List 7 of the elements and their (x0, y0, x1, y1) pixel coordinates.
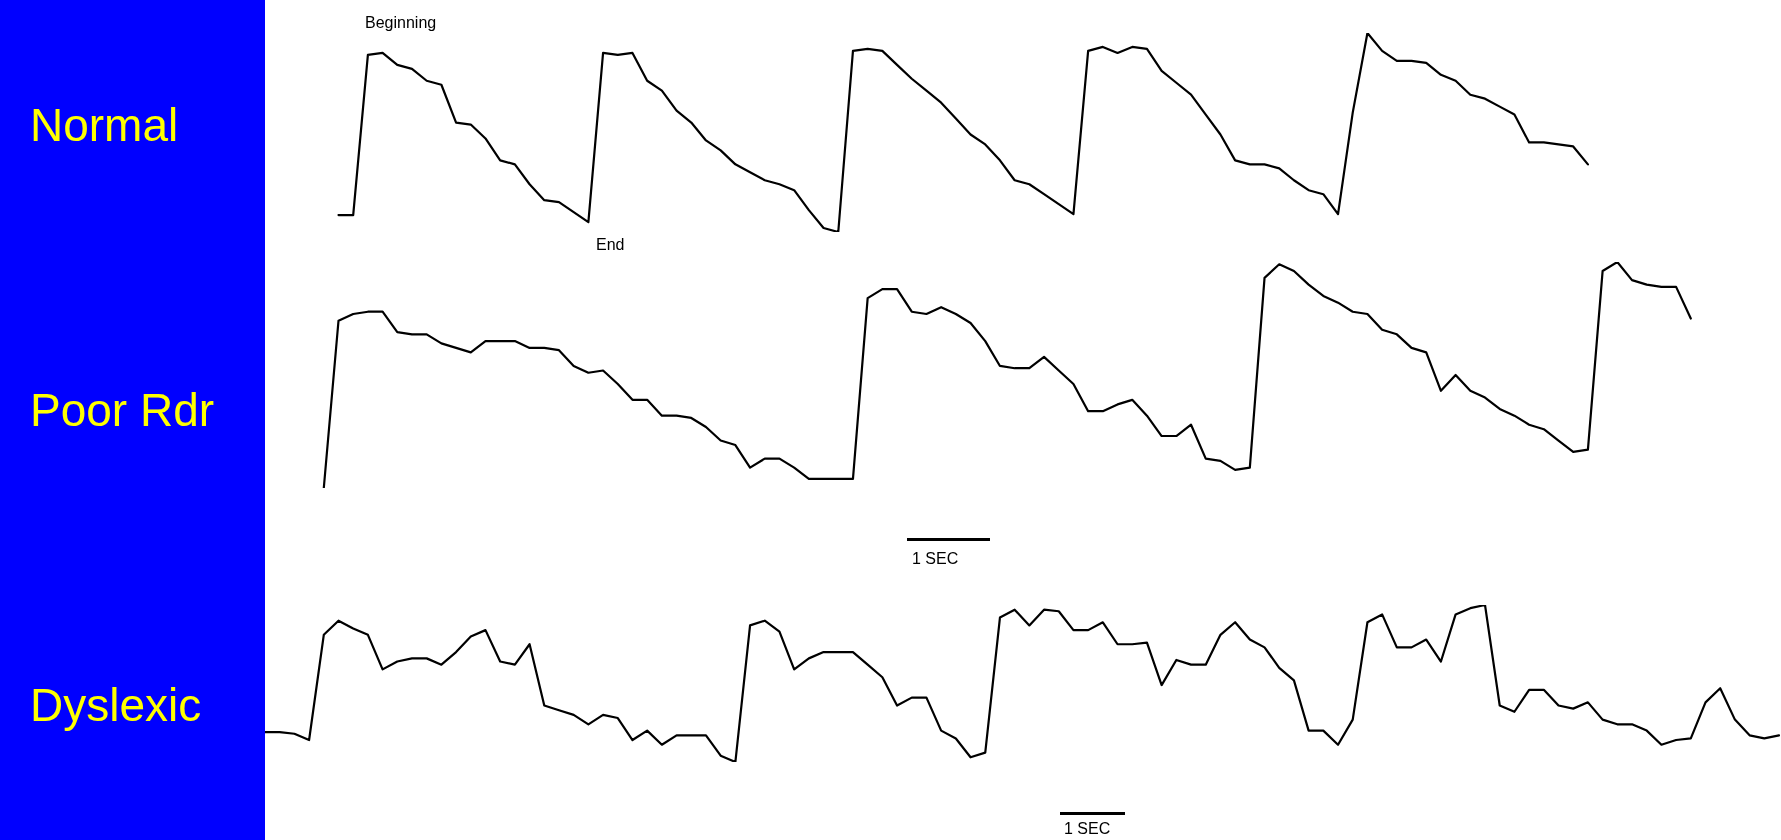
text: Poor Rdr (29, 383, 215, 437)
text: Beginning (365, 14, 437, 32)
text: 1 SEC (1064, 820, 1111, 838)
text: 1 SEC (912, 550, 959, 568)
text: End (596, 236, 625, 254)
text: Dyslexic (29, 678, 202, 732)
text: Normal (29, 98, 179, 152)
